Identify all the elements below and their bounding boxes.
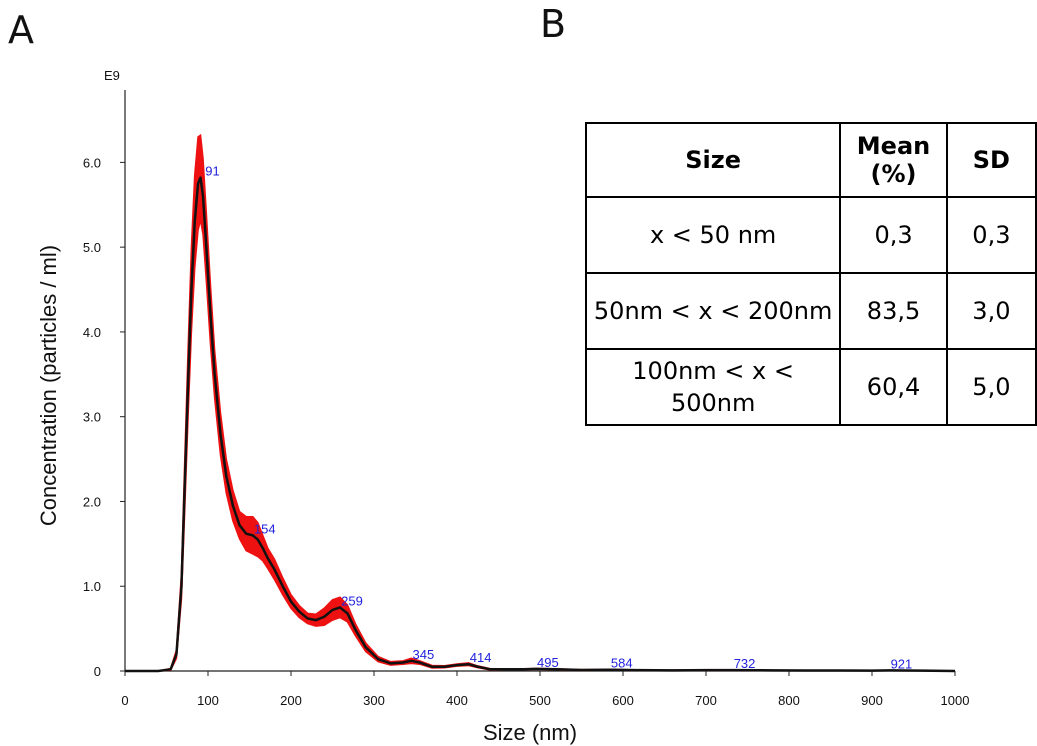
header-mean: Mean (%) xyxy=(839,122,948,198)
x-tick-label: 500 xyxy=(529,693,551,708)
x-tick-label: 400 xyxy=(446,693,468,708)
x-tick-label: 900 xyxy=(861,693,883,708)
x-tick-label: 1000 xyxy=(941,693,970,708)
table-header-row: Size Mean (%) SD xyxy=(584,122,1037,198)
table-row: 50nm < x < 200nm 83,5 3,0 xyxy=(584,272,1037,350)
cell-mean: 83,5 xyxy=(839,272,948,350)
x-tick-label: 300 xyxy=(363,693,385,708)
x-tick-label: 600 xyxy=(612,693,634,708)
x-tick-label: 200 xyxy=(280,693,302,708)
cell-mean: 60,4 xyxy=(839,348,948,426)
peak-labels: 91 154 259 345 414 495 584 732 921 xyxy=(205,164,912,672)
x-tick-label: 0 xyxy=(121,693,128,708)
x-tick-label: 700 xyxy=(695,693,717,708)
cell-size: x < 50 nm xyxy=(584,196,842,274)
peak-label: 345 xyxy=(412,647,434,662)
peak-label: 154 xyxy=(254,521,276,536)
cell-size: 50nm < x < 200nm xyxy=(584,272,842,350)
peak-label: 495 xyxy=(537,655,559,670)
cell-size: 100nm < x < 500nm xyxy=(584,348,842,426)
header-size: Size xyxy=(584,122,842,198)
peak-label: 414 xyxy=(470,650,492,665)
stats-table: Size Mean (%) SD x < 50 nm 0,3 0,3 50nm … xyxy=(584,122,1037,426)
cell-sd: 3,0 xyxy=(945,272,1037,350)
peak-label: 584 xyxy=(611,656,633,671)
y-tick-label: 2.0 xyxy=(83,494,101,509)
y-tick-label: 0 xyxy=(94,664,101,679)
y-tick-label: 3.0 xyxy=(83,410,101,425)
y-axis-label: Concentration (particles / ml) xyxy=(36,245,61,526)
peak-label: 259 xyxy=(341,593,363,608)
x-axis-label: Size (nm) xyxy=(483,720,577,745)
x-tick-label: 800 xyxy=(778,693,800,708)
y-multiplier-label: E9 xyxy=(104,68,120,83)
panel-label-a: A xyxy=(8,8,34,52)
table-row: 100nm < x < 500nm 60,4 5,0 xyxy=(584,348,1037,426)
y-tick-label: 1.0 xyxy=(83,579,101,594)
header-sd: SD xyxy=(945,122,1037,198)
peak-label: 91 xyxy=(205,164,219,179)
panel-label-b: B xyxy=(540,2,567,46)
table-row: x < 50 nm 0,3 0,3 xyxy=(584,196,1037,274)
cell-sd: 5,0 xyxy=(945,348,1037,426)
series-lines xyxy=(125,176,956,673)
series-line xyxy=(125,176,956,673)
x-tick-label: 100 xyxy=(197,693,219,708)
peak-label: 732 xyxy=(734,656,756,671)
y-tick-label: 5.0 xyxy=(83,240,101,255)
cell-mean: 0,3 xyxy=(839,196,948,274)
chart-axes: 0 100 200 300 400 500 600 700 800 900 1000 0 1.0 2.0 3… xyxy=(36,68,969,745)
y-tick-label: 4.0 xyxy=(83,325,101,340)
peak-label: 921 xyxy=(891,656,913,671)
y-tick-label: 6.0 xyxy=(83,155,101,170)
cell-sd: 0,3 xyxy=(945,196,1037,274)
